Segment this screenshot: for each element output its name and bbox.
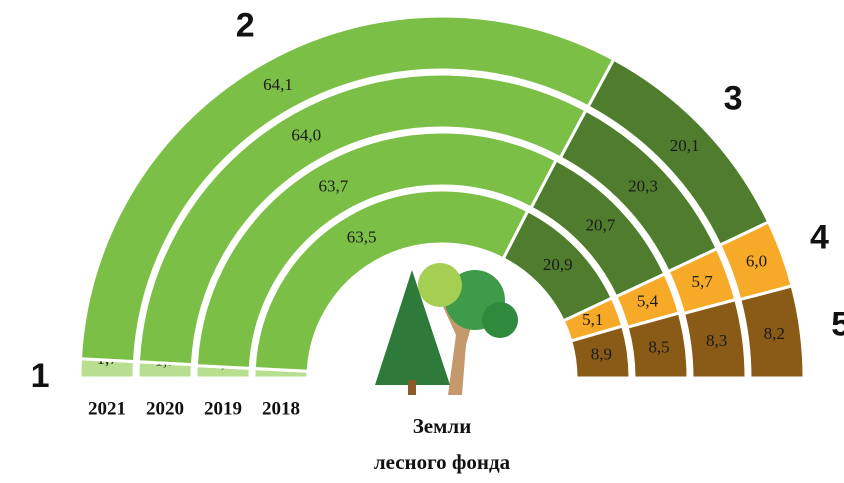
value-label: 20,1 [670,136,700,155]
center-label: лесного фонда [374,450,511,474]
segment [738,284,806,380]
year-label: 2020 [146,398,184,419]
series-label: 5 [831,305,844,343]
value-label: 6,0 [746,252,767,271]
value-label: 5,4 [637,291,659,310]
value-label: 63,5 [347,227,377,246]
value-label: 5,7 [692,272,714,291]
segment [625,311,690,380]
value-label: 64,1 [263,75,293,94]
year-label: 2021 [88,398,126,419]
value-label: 63,7 [319,177,349,196]
value-label: 8,5 [648,338,669,357]
tree-icon [375,263,518,395]
segment [252,188,530,373]
segment [568,324,632,380]
value-label: 8,2 [764,324,785,343]
value-label: 64,0 [291,125,321,144]
series-label: 3 [724,80,743,118]
series-label: 1 [31,357,50,395]
value-label: 5,1 [582,310,603,329]
value-label: 20,9 [543,255,573,274]
value-label: 8,9 [591,344,612,363]
value-label: 8,3 [706,331,727,350]
year-label: 2018 [262,398,300,419]
value-label: 20,7 [585,216,615,235]
center-label: Земли [413,414,472,438]
value-label: 20,3 [628,176,658,195]
series-label: 2 [236,6,255,44]
series-label: 4 [810,219,829,257]
segment [681,297,748,380]
year-label: 2019 [204,398,242,419]
